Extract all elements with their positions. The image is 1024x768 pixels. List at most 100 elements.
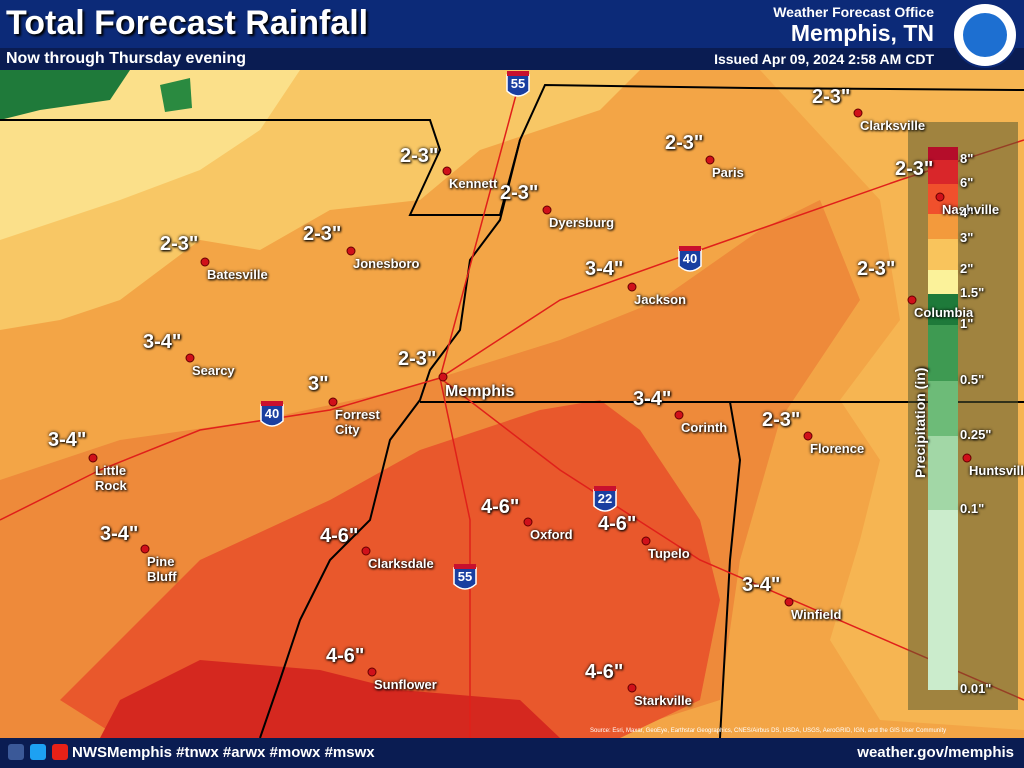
rain-amount: 3-4" bbox=[585, 258, 624, 280]
legend-title: Precipitation (in) bbox=[912, 367, 928, 478]
city-dot bbox=[200, 257, 210, 267]
rain-amount: 2-3" bbox=[895, 158, 934, 180]
shield bbox=[506, 74, 530, 97]
rain-amount: 4-6" bbox=[481, 496, 520, 518]
rain-4in bbox=[60, 400, 720, 738]
city-dot bbox=[705, 155, 715, 165]
highway-shield: 55 bbox=[506, 71, 530, 97]
city-name: Tupelo bbox=[648, 546, 690, 561]
legend-swatch bbox=[928, 160, 958, 184]
twitter-icon bbox=[30, 744, 46, 760]
city-dot bbox=[346, 246, 356, 256]
state-line bbox=[420, 401, 742, 739]
city-name: Forrest City bbox=[335, 407, 380, 437]
city-dot bbox=[784, 597, 794, 607]
city-name: Sunflower bbox=[374, 677, 437, 692]
highway-number: 40 bbox=[683, 251, 697, 266]
city-name: Corinth bbox=[681, 420, 728, 435]
legend-label: 0.5" bbox=[960, 372, 985, 387]
rain-amount: 3-4" bbox=[100, 523, 139, 545]
legend-swatch bbox=[928, 214, 958, 239]
city-dot bbox=[674, 410, 684, 420]
legend-label: 0.25" bbox=[960, 427, 992, 442]
title: Total Forecast Rainfall bbox=[6, 4, 369, 42]
location: Memphis, TN bbox=[790, 20, 934, 46]
rain-amount: 4-6" bbox=[326, 645, 365, 667]
highway-shield: 55 bbox=[453, 564, 477, 590]
city-dot bbox=[361, 546, 371, 556]
rain-amount: 3-4" bbox=[143, 331, 182, 353]
city-name: Paris bbox=[712, 165, 744, 180]
city-dot bbox=[907, 295, 917, 305]
city-name: Jonesboro bbox=[353, 256, 420, 271]
city-name: Searcy bbox=[192, 363, 235, 378]
legend-label: 0.1" bbox=[960, 501, 985, 516]
highway-number: 40 bbox=[265, 406, 279, 421]
shield bbox=[678, 249, 702, 272]
city-dot bbox=[185, 353, 195, 363]
shield-top bbox=[454, 564, 476, 569]
rain-15in bbox=[0, 70, 300, 240]
city-name: Columbia bbox=[914, 305, 974, 320]
legend-swatch bbox=[928, 381, 958, 436]
state-line bbox=[0, 83, 1024, 216]
city-name: Dyersburg bbox=[549, 215, 615, 230]
legend-label: 0.01" bbox=[960, 681, 992, 696]
city-name: Nashville bbox=[942, 202, 1000, 217]
rain-amount: 2-3" bbox=[400, 145, 439, 167]
highway bbox=[439, 377, 471, 738]
legend-swatch bbox=[928, 325, 958, 381]
legend-swatch bbox=[928, 294, 958, 325]
shield-top bbox=[507, 71, 529, 76]
city-dot bbox=[853, 108, 863, 118]
legend-swatch bbox=[928, 436, 958, 510]
legend-swatch bbox=[928, 270, 958, 294]
rain-amount: 2-3" bbox=[857, 258, 896, 280]
rain-amount: 3-4" bbox=[742, 574, 781, 596]
highway-number: 55 bbox=[511, 76, 525, 91]
footer-bar bbox=[0, 738, 1024, 768]
rain-1in bbox=[160, 78, 192, 112]
city-name: Little Rock bbox=[95, 463, 127, 493]
city-name: Clarksville bbox=[860, 118, 926, 133]
city-name: Winfield bbox=[791, 607, 842, 622]
shield bbox=[453, 567, 477, 590]
city-name: Huntsville bbox=[969, 463, 1024, 478]
source: Source: Esri, Maxar, GeoEye, Earthstar G… bbox=[590, 728, 947, 734]
city-dot bbox=[803, 431, 813, 441]
rain-6in bbox=[100, 660, 560, 738]
shield-top bbox=[679, 246, 701, 251]
rain-amount: 3" bbox=[308, 373, 329, 395]
highway-shield: 40 bbox=[260, 401, 284, 427]
city-dot bbox=[641, 536, 651, 546]
city-dot bbox=[935, 192, 945, 202]
rain-amount: 2-3" bbox=[762, 409, 801, 431]
nws-logo-inner bbox=[963, 13, 1007, 57]
social: NWSMemphis #tnwx #arwx #mowx #mswx bbox=[72, 744, 375, 761]
shield bbox=[260, 404, 284, 427]
city-name: Clarksdale bbox=[368, 556, 434, 571]
facebook-icon bbox=[8, 744, 24, 760]
rain-amount: 2-3" bbox=[665, 132, 704, 154]
highway-shield: 22 bbox=[593, 486, 617, 512]
city-name: Pine Bluff bbox=[147, 554, 177, 584]
rain-amount: 4-6" bbox=[320, 525, 359, 547]
office: Weather Forecast Office bbox=[773, 4, 934, 20]
rain-amount: 2-3" bbox=[812, 86, 851, 108]
subheader-bar bbox=[0, 48, 1024, 70]
legend-swatch bbox=[928, 147, 958, 160]
state-line bbox=[259, 139, 521, 739]
city-dot bbox=[627, 282, 637, 292]
highway-number: 55 bbox=[458, 569, 472, 584]
highway-shield: 40 bbox=[678, 246, 702, 272]
legend-label: 1.5" bbox=[960, 285, 985, 300]
city-name: Oxford bbox=[530, 527, 573, 542]
city-name: Jackson bbox=[634, 292, 687, 307]
city-dot bbox=[88, 453, 98, 463]
city-name: Memphis bbox=[445, 383, 515, 400]
rain-amount: 4-6" bbox=[598, 513, 637, 535]
legend-label: 8" bbox=[960, 151, 974, 166]
legend-box bbox=[908, 122, 1018, 710]
